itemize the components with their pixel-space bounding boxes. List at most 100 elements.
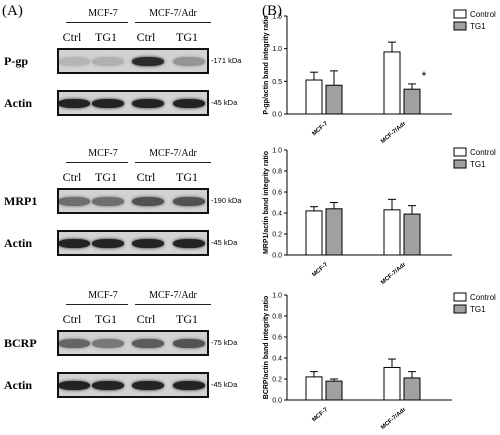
blot-band	[173, 381, 205, 390]
legend-swatch	[453, 9, 467, 19]
target-protein-label: BCRP	[4, 336, 37, 350]
group-label: MCF-7/Adr	[149, 148, 197, 159]
blot-band	[173, 99, 205, 108]
y-tick-label: 0.6	[272, 190, 282, 197]
blot-band	[92, 197, 124, 206]
bar-control-0	[305, 376, 323, 401]
legend-label: TG1	[470, 305, 486, 314]
x-tick-label: MCF-7/Adr	[380, 407, 408, 432]
legend-swatch	[453, 304, 467, 314]
blot-band	[173, 239, 205, 248]
y-tick-label: 0.8	[272, 314, 282, 321]
legend-label: TG1	[470, 22, 486, 31]
y-tick-label: 0.2	[272, 232, 282, 239]
blot-band	[92, 339, 124, 348]
group-label: MCF-7	[88, 148, 118, 159]
target-protein-label: P-gp	[4, 54, 28, 68]
lane-label: Ctrl	[62, 170, 82, 184]
y-tick-label: 0.0	[272, 253, 282, 260]
target-blot	[57, 330, 209, 356]
x-tick-label: MCF-7	[311, 407, 329, 424]
kda-marker: -45 kDa	[211, 380, 238, 389]
lane-label: TG1	[95, 312, 117, 326]
legend-swatch	[453, 147, 467, 157]
y-tick-label: 1.0	[272, 46, 282, 53]
panel-a-label: (A)	[2, 3, 23, 19]
y-tick-label: 1.0	[272, 293, 282, 300]
kda-marker: -190 kDa	[211, 196, 242, 205]
bar-tg1-0	[325, 380, 343, 401]
lane-label: Ctrl	[62, 30, 82, 44]
legend-swatch	[453, 21, 467, 31]
actin-blot	[57, 372, 209, 398]
actin-label: Actin	[4, 96, 32, 110]
blot-band	[59, 381, 90, 390]
lane-label: TG1	[95, 170, 117, 184]
y-tick-label: 0.5	[272, 79, 282, 86]
y-tick-label: 1.0	[272, 148, 282, 155]
lane-label: Ctrl	[136, 30, 156, 44]
y-tick-label: 0.8	[272, 169, 282, 176]
actin-label: Actin	[4, 236, 32, 250]
legend-label: Control	[470, 148, 496, 157]
group-underline	[135, 22, 211, 23]
actin-blot	[57, 230, 209, 256]
blot-band	[132, 339, 164, 348]
y-axis-label: MRP1/actin band integrity ratio	[263, 151, 270, 254]
blot-band	[173, 57, 205, 66]
group-underline	[135, 304, 211, 305]
lane-label: TG1	[176, 170, 198, 184]
y-axis-label: P-gp/actin band integrity ratio	[263, 15, 270, 114]
group-label: MCF-7/Adr	[149, 8, 197, 19]
legend-label: Control	[470, 10, 496, 19]
bar-control-1	[383, 366, 401, 401]
y-tick-label: 0.0	[272, 112, 282, 119]
kda-marker: -171 kDa	[211, 56, 242, 65]
group-underline	[135, 162, 211, 163]
target-blot	[57, 188, 209, 214]
significance-star: *	[422, 69, 427, 83]
kda-marker: -45 kDa	[211, 238, 238, 247]
blot-band	[132, 57, 164, 66]
group-underline	[66, 304, 128, 305]
blot-band	[59, 197, 90, 206]
group-label: MCF-7/Adr	[149, 290, 197, 301]
y-tick-label: 1.5	[272, 14, 282, 21]
blot-band	[92, 57, 124, 66]
group-label: MCF-7	[88, 290, 118, 301]
blot-band	[132, 239, 164, 248]
lane-label: Ctrl	[62, 312, 82, 326]
group-underline	[66, 22, 128, 23]
lane-label: Ctrl	[136, 170, 156, 184]
y-tick-label: 0.4	[272, 356, 282, 363]
y-tick-label: 0.4	[272, 211, 282, 218]
y-axis-label: BCRP/actin band integrity ratio	[263, 296, 270, 399]
legend-swatch	[453, 159, 467, 169]
blot-band	[92, 381, 124, 390]
kda-marker: -75 kDa	[211, 338, 238, 347]
kda-marker: -45 kDa	[211, 98, 238, 107]
blot-band	[59, 57, 90, 66]
target-protein-label: MRP1	[4, 194, 38, 208]
actin-label: Actin	[4, 378, 32, 392]
lane-label: TG1	[176, 30, 198, 44]
blot-band	[59, 239, 90, 248]
panel-b-label: (B)	[262, 3, 282, 19]
target-blot	[57, 48, 209, 74]
blot-band	[59, 99, 90, 108]
blot-band	[173, 339, 205, 348]
blot-band	[132, 197, 164, 206]
bar-tg1-1	[403, 377, 421, 401]
y-tick-label: 0.0	[272, 398, 282, 405]
blot-band	[173, 197, 205, 206]
blot-band	[92, 99, 124, 108]
legend-label: Control	[470, 293, 496, 302]
legend-swatch	[453, 292, 467, 302]
actin-blot	[57, 90, 209, 116]
group-underline	[66, 162, 128, 163]
y-tick-label: 0.2	[272, 377, 282, 384]
lane-label: TG1	[95, 30, 117, 44]
blot-band	[92, 239, 124, 248]
